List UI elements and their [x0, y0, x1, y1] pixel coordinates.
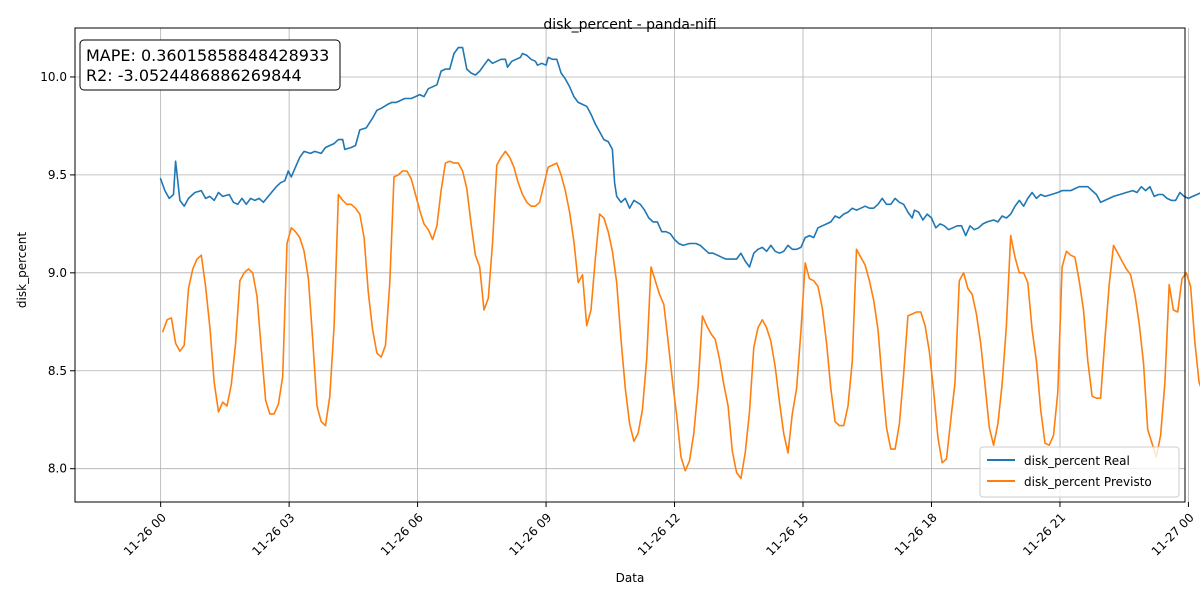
- metrics-r2: R2: -3.0524486886269844: [86, 66, 302, 85]
- legend-label-previsto: disk_percent Previsto: [1024, 475, 1152, 489]
- y-tick-label: 8.0: [48, 462, 67, 476]
- metrics-annotation: MAPE: 0.36015858848428933 R2: -3.0524486…: [79, 39, 341, 91]
- chart-title: disk_percent - panda-nifi: [543, 17, 716, 33]
- y-tick-label: 9.0: [48, 266, 67, 280]
- series-line-previsto: [162, 150, 1200, 480]
- series-lines: [159, 46, 1200, 480]
- legend-label-real: disk_percent Real: [1024, 454, 1130, 468]
- legend-frame: [979, 446, 1180, 498]
- plot-frame: [74, 27, 1186, 503]
- y-axis-label: disk_percent: [15, 232, 29, 308]
- legend: disk_percent Real disk_percent Previsto: [979, 446, 1180, 498]
- metrics-mape: MAPE: 0.36015858848428933: [86, 46, 329, 65]
- y-tick-label: 8.5: [48, 364, 67, 378]
- metrics-box-frame: [79, 39, 341, 91]
- x-axis-label: Data: [616, 571, 645, 585]
- y-tick-label: 9.5: [48, 168, 67, 182]
- y-tick-label: 10.0: [40, 70, 67, 84]
- series-line-real: [159, 46, 1200, 268]
